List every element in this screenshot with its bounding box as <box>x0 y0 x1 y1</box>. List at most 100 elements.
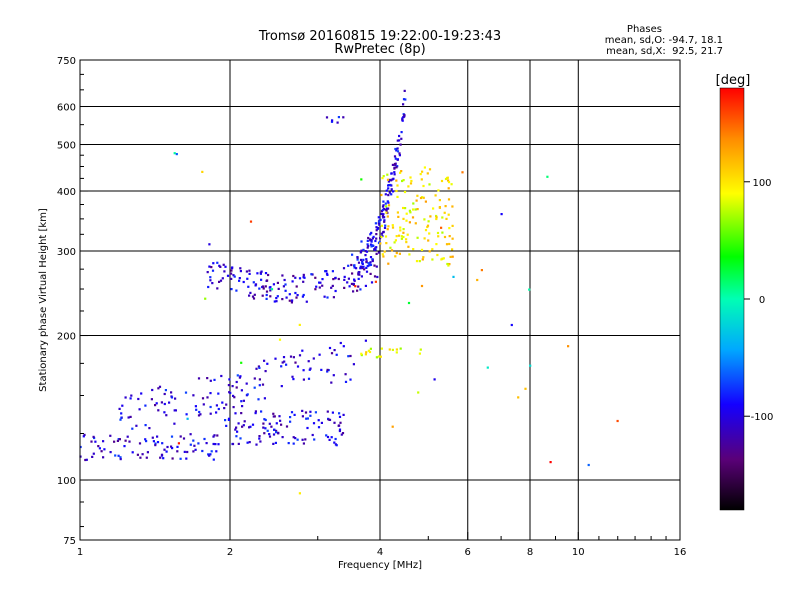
echo-point <box>249 425 252 428</box>
echo-point <box>339 341 342 345</box>
echo-point <box>386 200 389 203</box>
echo-point <box>399 143 402 146</box>
echo-point <box>410 179 413 183</box>
echo-point <box>391 425 394 428</box>
echo-point <box>362 248 365 251</box>
echo-point <box>302 293 305 297</box>
echo-point <box>433 378 436 381</box>
echo-point <box>254 284 257 287</box>
echo-point <box>173 409 176 412</box>
echo-point <box>139 456 142 459</box>
echo-point <box>347 264 350 267</box>
echo-point <box>385 211 388 214</box>
y-tick-label: 75 <box>63 536 76 547</box>
echo-point <box>402 98 406 101</box>
echo-point <box>170 435 174 438</box>
echo-point <box>369 256 373 259</box>
y-tick-label: 600 <box>57 103 76 114</box>
echo-point <box>390 188 393 191</box>
echo-point <box>357 277 360 280</box>
echo-point <box>103 448 106 451</box>
echo-point <box>176 445 179 448</box>
echo-point <box>326 435 330 439</box>
echo-point <box>239 270 242 273</box>
echo-point <box>350 282 353 285</box>
echo-point <box>379 355 382 358</box>
echo-point <box>366 265 369 268</box>
echo-point <box>193 444 196 447</box>
echo-point <box>216 287 219 290</box>
echo-point <box>375 356 378 359</box>
echo-point <box>258 437 261 440</box>
scatter-points <box>79 89 619 495</box>
echo-point <box>236 374 239 377</box>
echo-point <box>232 406 235 409</box>
echo-point <box>308 368 311 371</box>
echo-point <box>313 438 316 441</box>
x-tick-label: 2 <box>227 547 233 558</box>
echo-point <box>246 393 249 396</box>
echo-point <box>429 215 432 218</box>
echo-point <box>402 179 405 182</box>
echo-point <box>333 349 336 352</box>
echo-point <box>364 284 367 287</box>
echo-point <box>117 454 120 457</box>
echo-point <box>382 255 385 258</box>
echo-point <box>375 237 378 240</box>
echo-point <box>326 273 329 276</box>
echo-point <box>158 385 162 388</box>
echo-point <box>385 207 389 210</box>
echo-point <box>396 184 399 187</box>
echo-point <box>361 267 364 270</box>
echo-point <box>217 407 220 411</box>
echo-point <box>342 267 346 270</box>
echo-point <box>405 219 408 222</box>
y-axis-ticks: 75 100 200 300 400 500 600 750 <box>57 56 88 547</box>
echo-point <box>177 442 180 445</box>
echo-point <box>235 435 238 438</box>
echo-point <box>359 258 363 261</box>
echo-point <box>334 437 337 441</box>
echo-point <box>276 295 279 298</box>
echo-point <box>272 412 275 415</box>
echo-point <box>330 286 333 289</box>
echo-point <box>399 171 402 174</box>
echo-point <box>312 422 316 425</box>
echo-point <box>342 345 345 348</box>
echo-point <box>255 367 258 370</box>
echo-point <box>248 441 251 444</box>
echo-point <box>320 421 323 424</box>
echo-point <box>402 217 405 220</box>
echo-point <box>285 363 288 366</box>
echo-point <box>163 402 166 406</box>
echo-point <box>435 217 438 221</box>
x-tick-label: 1 <box>77 547 83 558</box>
echo-point <box>388 178 391 181</box>
echo-point <box>282 285 285 288</box>
echo-point <box>444 205 447 208</box>
echo-point <box>264 272 268 275</box>
echo-point <box>414 222 417 225</box>
echo-point <box>275 422 278 425</box>
echo-point <box>379 237 382 240</box>
echo-point <box>370 239 373 242</box>
echo-point <box>136 453 139 456</box>
echo-point <box>294 291 297 295</box>
echo-point <box>336 121 339 124</box>
echo-point <box>371 237 374 240</box>
echo-point <box>224 419 227 422</box>
echo-point <box>263 359 266 362</box>
echo-point <box>265 297 268 300</box>
echo-point <box>199 413 202 416</box>
echo-point <box>209 412 212 415</box>
echo-point <box>130 394 133 397</box>
echo-point <box>216 261 219 264</box>
echo-point <box>240 389 243 392</box>
echo-point <box>381 215 384 218</box>
echo-point <box>383 250 386 253</box>
echo-point <box>215 450 218 453</box>
echo-point <box>423 237 426 240</box>
echo-point <box>257 365 260 368</box>
echo-point <box>403 89 406 92</box>
echo-point <box>119 456 122 459</box>
